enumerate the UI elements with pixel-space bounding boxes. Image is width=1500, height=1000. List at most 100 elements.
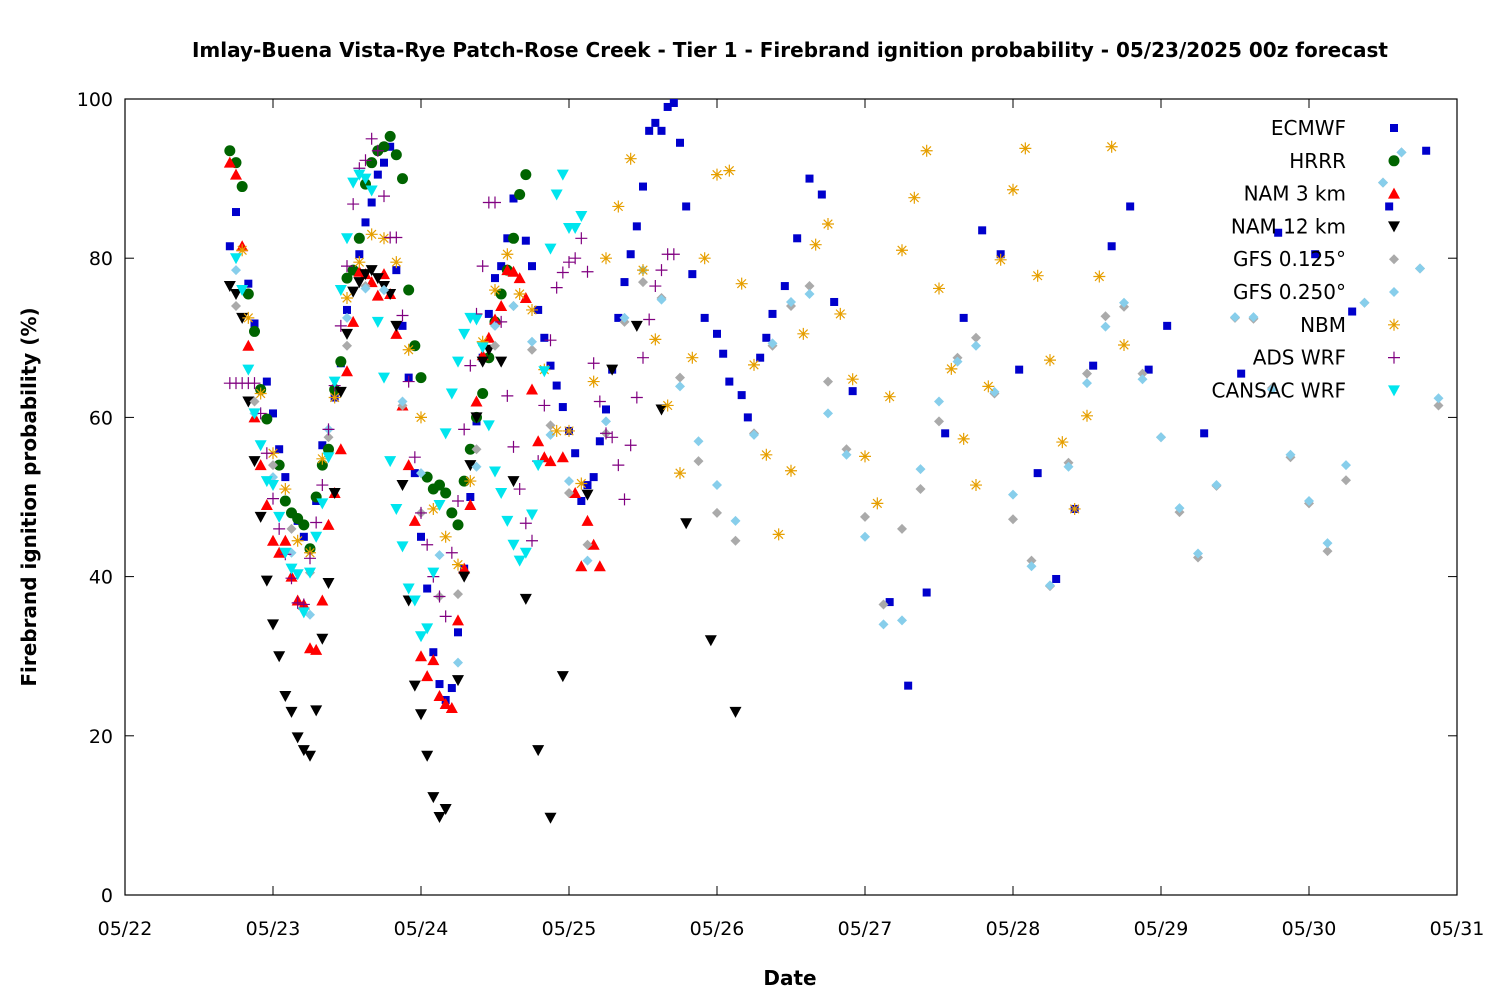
data-point	[593, 395, 606, 408]
chart-title: Imlay-Buena Vista-Rye Patch-Rose Creek -…	[192, 38, 1388, 62]
data-point	[464, 359, 477, 372]
data-point	[378, 141, 390, 153]
data-point	[273, 511, 286, 523]
data-point	[885, 598, 894, 607]
data-point	[1248, 312, 1259, 323]
data-point	[223, 281, 236, 293]
data-point	[1015, 365, 1024, 374]
data-point	[273, 651, 286, 663]
data-point	[859, 450, 871, 463]
data-point	[729, 706, 742, 718]
data-point	[230, 253, 242, 265]
data-point	[657, 126, 666, 135]
data-point	[371, 316, 384, 328]
data-point	[564, 488, 574, 499]
data-point	[476, 356, 489, 368]
x-tick-label: 05/23	[246, 918, 301, 940]
data-point	[466, 493, 475, 501]
data-point	[433, 690, 446, 701]
data-point	[1100, 311, 1111, 322]
data-point	[915, 484, 926, 495]
data-point	[593, 560, 606, 572]
x-tick-label: 05/24	[394, 918, 449, 940]
data-point	[1137, 374, 1148, 385]
data-point	[433, 499, 446, 511]
data-point	[361, 218, 370, 227]
data-point	[1267, 384, 1277, 395]
data-point	[365, 265, 378, 277]
data-point	[513, 272, 526, 284]
data-point	[1341, 460, 1351, 471]
data-point	[378, 190, 390, 203]
data-point	[620, 278, 629, 287]
data-point	[402, 459, 415, 471]
data-point	[495, 299, 508, 311]
data-point	[397, 396, 408, 407]
data-point	[544, 812, 557, 824]
data-point	[279, 483, 292, 496]
data-point	[643, 313, 656, 326]
data-point	[846, 373, 859, 386]
data-point	[971, 332, 981, 343]
data-point	[279, 691, 292, 702]
data-point	[427, 654, 440, 666]
data-point	[279, 495, 291, 507]
x-tick-label: 05/29	[1134, 918, 1189, 940]
data-point	[355, 250, 364, 259]
data-point	[231, 300, 241, 311]
data-point	[822, 217, 834, 230]
data-point	[342, 340, 352, 351]
data-point	[367, 198, 376, 207]
data-point	[310, 643, 323, 655]
data-point	[601, 416, 611, 427]
data-point	[848, 387, 857, 396]
data-point	[415, 411, 427, 424]
data-point	[823, 408, 833, 419]
data-point	[285, 563, 298, 575]
data-point	[600, 252, 612, 265]
data-point	[378, 372, 390, 384]
data-point	[452, 494, 464, 507]
data-point	[415, 506, 427, 519]
data-point	[415, 650, 427, 662]
data-point	[242, 288, 254, 300]
data-point	[545, 429, 556, 440]
data-point	[1322, 546, 1333, 557]
data-point	[688, 270, 697, 279]
data-point	[823, 376, 833, 387]
data-point	[1200, 429, 1209, 438]
data-point	[526, 383, 538, 395]
data-point	[552, 381, 561, 390]
data-point	[254, 387, 267, 400]
data-point	[260, 498, 273, 510]
y-tick-label: 40	[89, 567, 113, 589]
data-point	[645, 126, 654, 135]
data-point	[427, 792, 440, 804]
data-point	[743, 413, 752, 422]
data-point	[373, 170, 382, 179]
data-point	[249, 325, 260, 337]
data-point	[316, 479, 329, 492]
data-point	[508, 232, 519, 244]
data-point	[797, 327, 810, 340]
data-point	[341, 233, 353, 245]
legend-label: ECMWF	[1271, 116, 1346, 140]
data-point	[1322, 538, 1333, 549]
data-point	[417, 532, 425, 541]
data-point	[780, 282, 789, 291]
data-point	[477, 388, 489, 400]
data-point	[871, 497, 884, 510]
data-point	[1045, 580, 1055, 591]
data-point	[464, 460, 477, 472]
data-point	[421, 750, 434, 762]
data-point	[458, 562, 471, 574]
data-point	[453, 657, 463, 668]
data-point	[1126, 202, 1135, 211]
data-point	[878, 619, 889, 630]
data-point	[445, 388, 458, 400]
data-point	[712, 507, 722, 518]
data-point	[546, 361, 555, 370]
data-point	[1026, 555, 1037, 566]
data-point	[1118, 338, 1130, 351]
